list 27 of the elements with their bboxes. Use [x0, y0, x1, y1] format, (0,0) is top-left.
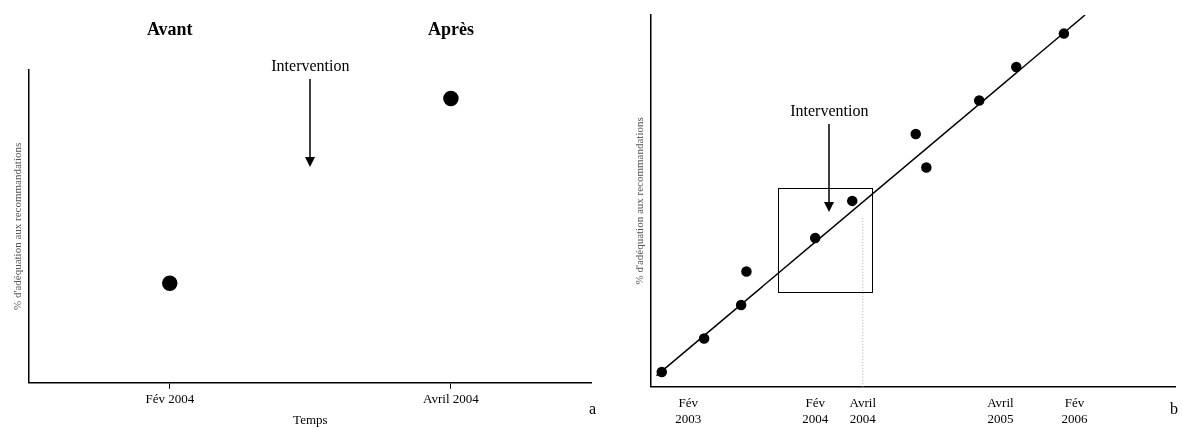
text: a — [588, 400, 596, 418]
text: b — [1170, 400, 1178, 418]
text: Avant — [146, 18, 193, 39]
point — [847, 195, 858, 207]
x-tick-label: Avril 2005 — [987, 395, 1015, 426]
point — [910, 128, 921, 140]
x-tick-label: Avril 2004 — [849, 395, 877, 426]
x-axis-title: Temps — [293, 411, 328, 427]
point — [921, 162, 932, 173]
y-axis-title: % d'adéquation aux recommandations — [633, 117, 646, 285]
point — [1058, 28, 1070, 39]
x-tick-label: Fév 2003 — [675, 395, 702, 426]
x-tick-label: Fév 2004 — [145, 391, 195, 407]
text: Après — [427, 18, 474, 39]
point — [973, 95, 985, 106]
point — [1011, 61, 1022, 73]
point — [809, 232, 821, 244]
y-axis-title: % d'adéquation aux recommandations — [11, 142, 24, 311]
text: Intervention — [271, 57, 350, 75]
point — [698, 333, 710, 344]
point — [656, 366, 668, 378]
point — [735, 299, 747, 311]
x-tick-label: Avril 2004 — [423, 391, 480, 407]
x-tick-label: Fév 2004 — [802, 395, 829, 426]
annotation: Intervention — [790, 102, 869, 120]
point — [741, 266, 752, 277]
x-tick-label: Fév 2006 — [1061, 395, 1088, 426]
